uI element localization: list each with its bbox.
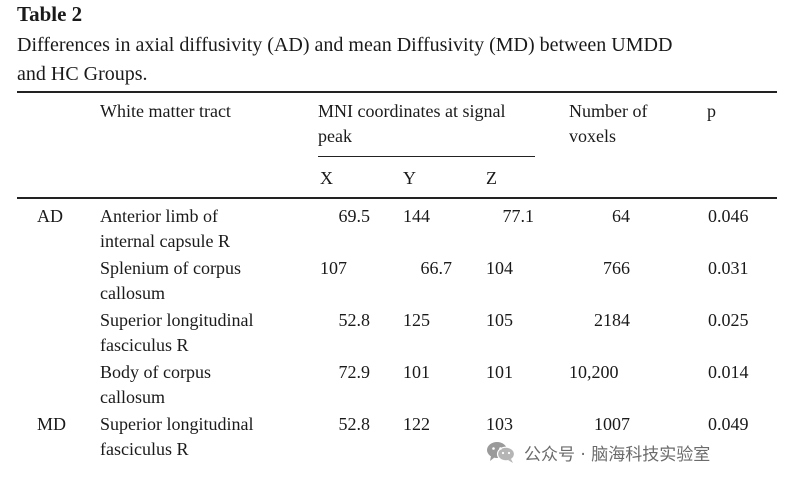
- row-voxels: 2184: [594, 310, 630, 330]
- row-x: 52.8: [338, 414, 371, 434]
- row-tract-line1: Anterior limb of: [100, 206, 218, 226]
- row-p: 0.025: [708, 310, 749, 330]
- row-group: AD: [37, 206, 63, 226]
- row-tract-line2: internal capsule R: [100, 231, 230, 251]
- row-tract-line2: fasciculus R: [100, 335, 189, 355]
- row-x: 72.9: [338, 362, 371, 382]
- row-y: 144: [403, 206, 430, 226]
- row-voxels: 10,200: [569, 362, 619, 382]
- row-p: 0.014: [708, 362, 749, 382]
- header-z: Z: [486, 168, 497, 188]
- row-x: 52.8: [338, 310, 371, 330]
- row-group: MD: [37, 414, 67, 434]
- watermark-text: 公众号 · 脑海科技实验室: [524, 444, 711, 465]
- row-voxels: 1007: [594, 414, 630, 434]
- row-z: 77.1: [502, 206, 535, 226]
- row-tract-line1: Body of corpus: [100, 362, 211, 382]
- row-tract-line1: Superior longitudinal: [100, 414, 254, 434]
- header-p: p: [707, 101, 716, 121]
- row-tract-line2: callosum: [100, 387, 165, 407]
- table-caption-line2: and HC Groups.: [17, 63, 148, 85]
- row-tract-line1: Splenium of corpus: [100, 258, 241, 278]
- row-y: 101: [403, 362, 430, 382]
- row-x: 69.5: [338, 206, 371, 226]
- header-mni-line1: MNI coordinates at signal: [318, 101, 506, 121]
- row-z: 105: [486, 310, 513, 330]
- header-x: X: [320, 168, 333, 188]
- row-z: 101: [486, 362, 513, 382]
- row-y: 66.7: [420, 258, 453, 278]
- row-p: 0.049: [708, 414, 749, 434]
- row-p: 0.031: [708, 258, 749, 278]
- wechat-icon: [486, 440, 516, 464]
- header-voxels-line1: Number of: [569, 101, 648, 121]
- row-tract-line1: Superior longitudinal: [100, 310, 254, 330]
- row-tract-line2: callosum: [100, 283, 165, 303]
- table-caption-line1: Differences in axial diffusivity (AD) an…: [17, 34, 673, 56]
- row-z: 104: [486, 258, 513, 278]
- header-rule: [17, 197, 777, 199]
- row-y: 122: [403, 414, 430, 434]
- header-y: Y: [403, 168, 416, 188]
- watermark: 公众号 · 脑海科技实验室: [486, 438, 710, 466]
- row-z: 103: [486, 414, 513, 434]
- row-p: 0.046: [708, 206, 749, 226]
- header-mni-line2: peak: [318, 126, 352, 146]
- row-x: 107: [320, 258, 347, 278]
- header-tract: White matter tract: [100, 101, 231, 121]
- row-voxels: 766: [603, 258, 630, 278]
- top-rule: [17, 91, 777, 93]
- row-y: 125: [403, 310, 430, 330]
- row-tract-line2: fasciculus R: [100, 439, 189, 459]
- table-label: Table 2: [17, 2, 83, 26]
- row-voxels: 64: [612, 206, 630, 226]
- mni-subrule: [318, 156, 535, 158]
- header-voxels-line2: voxels: [569, 126, 616, 146]
